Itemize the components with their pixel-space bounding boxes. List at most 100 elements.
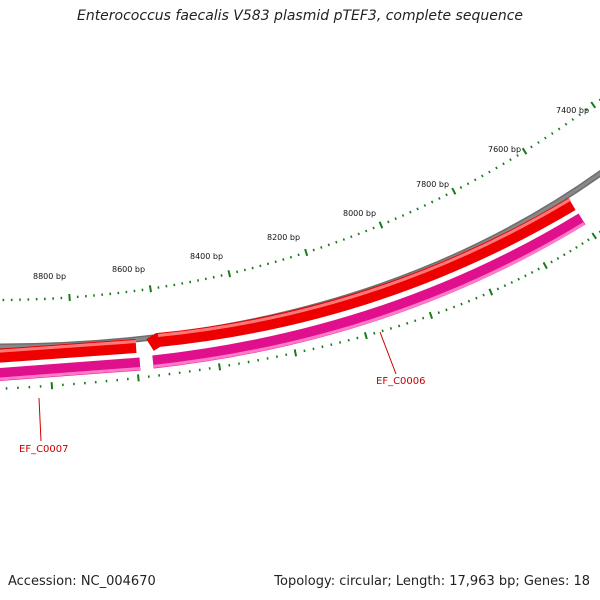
map-title: Enterococcus faecalis V583 plasmid pTEF3… — [76, 8, 524, 24]
inner-major-tick — [293, 349, 298, 357]
outer-minor-tick — [473, 178, 477, 182]
inner-major-tick — [137, 374, 140, 382]
inner-minor-tick — [537, 267, 540, 271]
inner-minor-tick — [321, 345, 324, 349]
outer-minor-tick — [297, 253, 300, 257]
inner-minor-tick — [312, 347, 315, 351]
outer-major-tick — [304, 248, 309, 257]
outer-minor-tick — [320, 246, 323, 249]
outer-minor-tick — [585, 108, 588, 112]
outer-minor-tick — [564, 122, 568, 126]
outer-minor-tick — [416, 207, 419, 211]
gene-label-leader-EF_C0006 — [379, 331, 397, 375]
inner-minor-tick — [406, 321, 409, 325]
outer-minor-tick — [243, 268, 246, 272]
inner-minor-tick — [389, 327, 393, 330]
inner-minor-tick — [503, 284, 507, 288]
gene-label-EF_C0006[interactable]: EF_C0006 — [376, 376, 426, 387]
tick-label-8200: 8200 bp — [267, 233, 300, 242]
forward-gene-arc-right-highlight — [157, 198, 571, 337]
outer-minor-tick — [557, 127, 561, 131]
inner-minor-tick — [347, 338, 350, 342]
outer-minor-tick — [312, 248, 315, 252]
outer-minor-tick — [495, 166, 498, 170]
inner-minor-tick — [581, 242, 584, 246]
outer-minor-tick — [430, 200, 434, 204]
gene-arc-EF_C0007[interactable] — [0, 357, 141, 382]
outer-minor-tick — [571, 118, 575, 121]
tick-label-7400: 7400 bp — [556, 106, 589, 115]
outer-minor-tick — [445, 193, 448, 197]
outer-major-tick — [68, 293, 71, 302]
inner-minor-tick — [266, 357, 269, 360]
outer-minor-tick — [550, 132, 554, 135]
outer-minor-tick — [459, 186, 463, 189]
gene-arc-EF_C0006-highlight — [152, 222, 585, 368]
inner-major-tick — [488, 288, 494, 296]
tick-label-7800: 7800 bp — [416, 180, 449, 189]
inner-minor-tick — [510, 281, 514, 284]
outer-major-tick — [148, 285, 152, 293]
outer-minor-tick — [530, 145, 533, 149]
inner-minor-tick — [587, 238, 590, 242]
outer-minor-tick — [409, 210, 412, 214]
topology-summary-text: Topology: circular; Length: 17,963 bp; G… — [274, 574, 590, 589]
inner-minor-tick — [482, 293, 485, 297]
outer-minor-tick — [394, 217, 397, 221]
outer-minor-tick — [372, 226, 375, 230]
inner-minor-tick — [422, 316, 425, 320]
inner-minor-tick — [575, 245, 578, 249]
inner-minor-tick — [339, 341, 342, 344]
inner-minor-tick — [517, 277, 520, 281]
outer-major-tick — [451, 187, 457, 195]
outer-minor-tick — [364, 229, 368, 233]
inner-minor-tick — [381, 329, 384, 333]
inner-minor-tick — [445, 308, 448, 312]
inner-minor-tick — [397, 324, 401, 328]
gene-arc-EF_C0007-highlight — [0, 367, 141, 381]
outer-minor-tick — [488, 170, 491, 174]
tick-label-8800: 8800 bp — [33, 272, 66, 281]
outer-minor-tick — [282, 258, 285, 261]
inner-major-tick — [50, 382, 54, 390]
forward-gene-arc-right[interactable] — [146, 197, 576, 351]
inner-minor-tick — [460, 302, 463, 306]
outer-minor-tick — [481, 174, 484, 178]
inner-minor-tick — [373, 331, 376, 335]
inner-major-tick — [363, 332, 368, 340]
outer-minor-tick — [197, 279, 200, 282]
gene-arc-EF_C0006[interactable] — [152, 213, 586, 369]
outer-minor-tick — [220, 274, 223, 277]
outer-minor-tick — [387, 220, 390, 224]
outer-minor-tick — [274, 260, 277, 264]
accession-text: Accession: NC_004670 — [8, 574, 156, 589]
inner-minor-tick — [475, 296, 478, 300]
inner-minor-tick — [437, 311, 440, 315]
forward-gene-arc-left[interactable] — [0, 339, 137, 363]
outer-minor-tick — [289, 255, 293, 259]
outer-minor-tick — [509, 158, 512, 162]
inner-minor-tick — [524, 274, 527, 278]
inner-minor-tick — [556, 257, 560, 260]
outer-minor-tick — [502, 162, 505, 166]
outer-minor-tick — [189, 280, 192, 284]
inner-minor-tick — [562, 253, 566, 257]
tick-label-8400: 8400 bp — [190, 252, 223, 261]
inner-minor-tick — [530, 271, 534, 274]
outer-minor-tick — [357, 232, 360, 236]
outer-minor-tick — [236, 270, 239, 274]
inner-minor-tick — [569, 249, 572, 253]
outer-minor-tick — [516, 154, 519, 157]
outer-major-tick — [521, 147, 528, 155]
outer-minor-tick — [544, 136, 547, 140]
outer-minor-tick — [204, 277, 207, 281]
inner-tick-marks — [5, 230, 600, 390]
outer-minor-tick — [266, 262, 270, 266]
inner-major-tick — [591, 232, 598, 240]
tick-label-8600: 8600 bp — [112, 265, 145, 274]
gene-label-EF_C0007[interactable]: EF_C0007 — [19, 444, 69, 455]
outer-minor-tick — [578, 113, 582, 117]
inner-major-tick — [542, 261, 548, 270]
outer-minor-tick — [327, 243, 330, 247]
